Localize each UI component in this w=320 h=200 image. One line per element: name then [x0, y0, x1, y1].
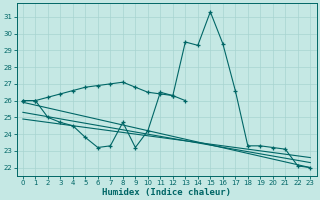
X-axis label: Humidex (Indice chaleur): Humidex (Indice chaleur) [102, 188, 231, 197]
